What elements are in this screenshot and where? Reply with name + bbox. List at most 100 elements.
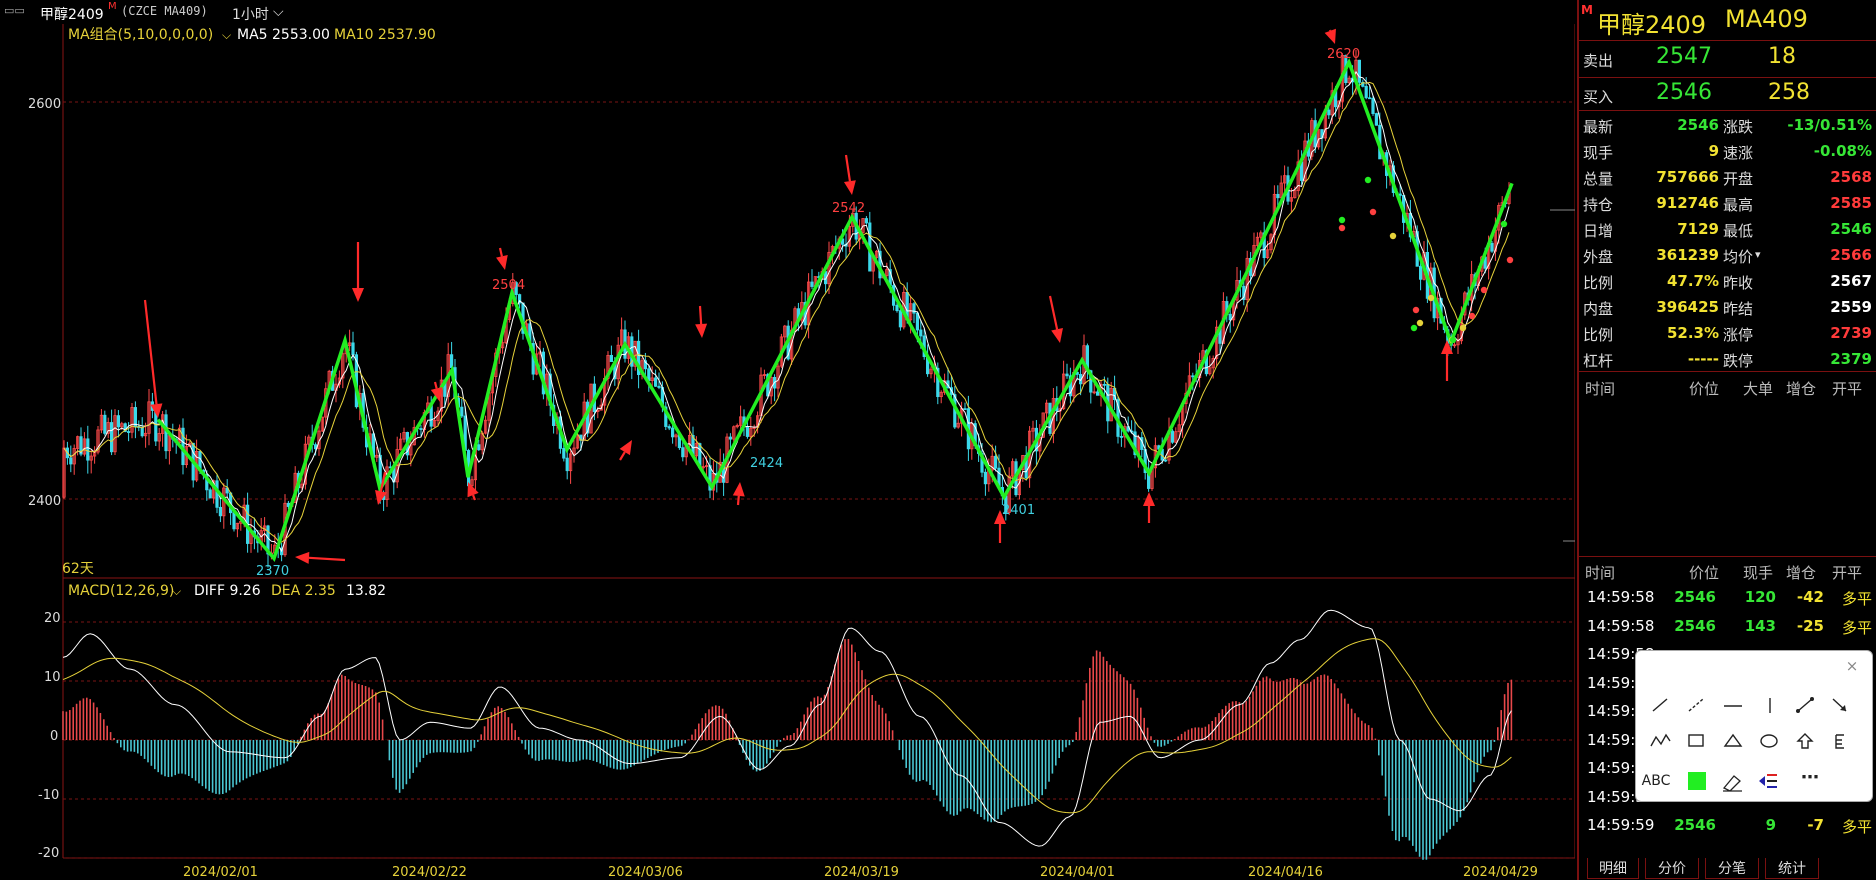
y-tick-label: 2600: [28, 97, 61, 112]
candle-body: [929, 368, 933, 375]
macd-dea-line: [62, 638, 1512, 814]
stat-value: 2568: [1830, 168, 1872, 186]
kline-chart[interactable]: MA组合(5,10,0,0,0,0) ⌵ MA5 2553.00 MA10 25…: [0, 0, 1575, 880]
avg-price-dropdown-icon[interactable]: ▾: [1755, 248, 1761, 261]
candle-body: [99, 414, 103, 431]
candle-body: [694, 443, 699, 457]
candle-body: [915, 312, 920, 331]
candle-body: [674, 434, 678, 438]
candle-body: [143, 432, 148, 437]
tick-price: 2546: [1674, 616, 1716, 635]
candle-body: [375, 454, 379, 458]
candle-body: [827, 251, 831, 285]
ma-combo-dropdown-icon[interactable]: ⌵: [222, 28, 231, 42]
candle-body: [518, 294, 522, 304]
ma10-value: MA10 2537.90: [334, 27, 436, 43]
candle-body: [1089, 370, 1093, 393]
quote-stat-row: 现手 9 速涨 -0.08%: [1579, 138, 1876, 164]
bid-row[interactable]: 买入 2546 258: [1579, 78, 1876, 110]
annotation-arrow-head: [1143, 492, 1155, 506]
candle-body: [1453, 344, 1457, 347]
candle-body: [385, 466, 389, 500]
candle-body: [470, 479, 474, 487]
candle-body: [1133, 431, 1137, 456]
candle-body: [86, 438, 90, 461]
signal-dot: [1427, 294, 1435, 302]
tab-detail[interactable]: 明细: [1587, 858, 1639, 879]
tab-tick-trades[interactable]: 分笔: [1705, 858, 1759, 879]
macd-y-tick: 20: [44, 611, 61, 626]
tick-row: 14:59:5: [1579, 670, 1876, 696]
candle-body: [1337, 100, 1341, 108]
annotation-arrow-shaft: [308, 556, 346, 562]
macd-dropdown-icon[interactable]: ⌵: [172, 584, 181, 598]
candle-body: [1374, 113, 1378, 126]
candle-body: [351, 342, 355, 356]
x-date-label: 2024/02/01: [183, 865, 258, 880]
candle-body: [643, 360, 648, 370]
tab-statistics[interactable]: 统计: [1765, 858, 1819, 879]
macd-diff-line: [62, 609, 1512, 847]
header-open-close: 开平: [1832, 380, 1863, 398]
annotation-arrow-shaft: [433, 381, 438, 389]
close-icon[interactable]: ×: [1845, 657, 1859, 675]
window-control-icon[interactable]: ▭▭: [4, 4, 25, 17]
candle-body: [1007, 475, 1011, 513]
candle-body: [657, 385, 661, 388]
signal-dot: [1412, 306, 1420, 314]
bid-price[interactable]: 2546: [1656, 80, 1712, 105]
candle-body: [449, 354, 454, 368]
macd-label[interactable]: MACD(12,26,9): [68, 583, 174, 599]
annotation-arrow-head: [1441, 340, 1453, 354]
tick-time: 14:59:58: [1587, 588, 1655, 606]
symbol-name[interactable]: 甲醇2409: [40, 7, 104, 23]
annotation-arrow-shaft: [736, 495, 740, 506]
candle-body: [609, 354, 614, 362]
header-open-close: 开平: [1832, 564, 1863, 582]
candle-body: [1371, 97, 1375, 114]
candle-body: [1215, 326, 1219, 359]
stat-value: 2546: [1830, 220, 1872, 238]
candle-body: [1096, 391, 1100, 396]
candle-body: [347, 342, 352, 347]
ask-price[interactable]: 2547: [1656, 44, 1712, 69]
signal-dot: [1338, 224, 1346, 232]
tab-price-distribution[interactable]: 分价: [1645, 858, 1699, 879]
tick-open-close: 多平: [1841, 618, 1872, 637]
stat-label: 最低: [1723, 222, 1754, 240]
stat-value: 9: [1708, 142, 1719, 160]
tick-volume: 120: [1744, 588, 1776, 606]
candle-body: [739, 416, 743, 426]
candle-body: [681, 447, 685, 458]
candle-body: [232, 512, 236, 530]
candle-body: [218, 506, 222, 517]
candle-body: [1327, 109, 1331, 116]
candle-body: [1092, 391, 1096, 394]
period-selector[interactable]: 1小时: [232, 7, 269, 23]
x-date-label: 2024/03/06: [608, 865, 683, 880]
ma5-value: MA5 2553.00: [237, 27, 330, 43]
candle-body: [1204, 350, 1208, 375]
bid-volume: 258: [1768, 80, 1810, 105]
ma-combo-label[interactable]: MA组合(5,10,0,0,0,0): [68, 27, 213, 43]
annotation-arrow-head: [430, 386, 443, 402]
zigzag-trendline: [156, 57, 1514, 563]
tick-open-close: 多平: [1841, 590, 1872, 608]
tick-volume: 9: [1765, 816, 1776, 834]
quote-stat-row: 比例 52.3% 涨停 2739: [1579, 320, 1876, 346]
drawing-toolbox[interactable]: × ABC ⋯: [1635, 650, 1873, 802]
candle-body: [140, 427, 144, 437]
candle-body: [460, 406, 464, 417]
quote-code: MA409: [1725, 5, 1808, 33]
stat-value: 52.3%: [1666, 324, 1719, 342]
candle-body: [541, 351, 546, 395]
candle-body: [72, 448, 76, 465]
ask-row[interactable]: 卖出 2547 18: [1579, 42, 1876, 74]
candle-body: [735, 425, 739, 428]
period-dropdown-icon[interactable]: ⌵: [273, 4, 284, 20]
text-tool-icon[interactable]: ABC: [1641, 773, 1671, 789]
header-time: 时间: [1585, 564, 1616, 582]
candle-body: [569, 453, 573, 472]
more-tools-icon[interactable]: ⋯: [1801, 767, 1819, 788]
stat-value: 2379: [1830, 350, 1872, 368]
